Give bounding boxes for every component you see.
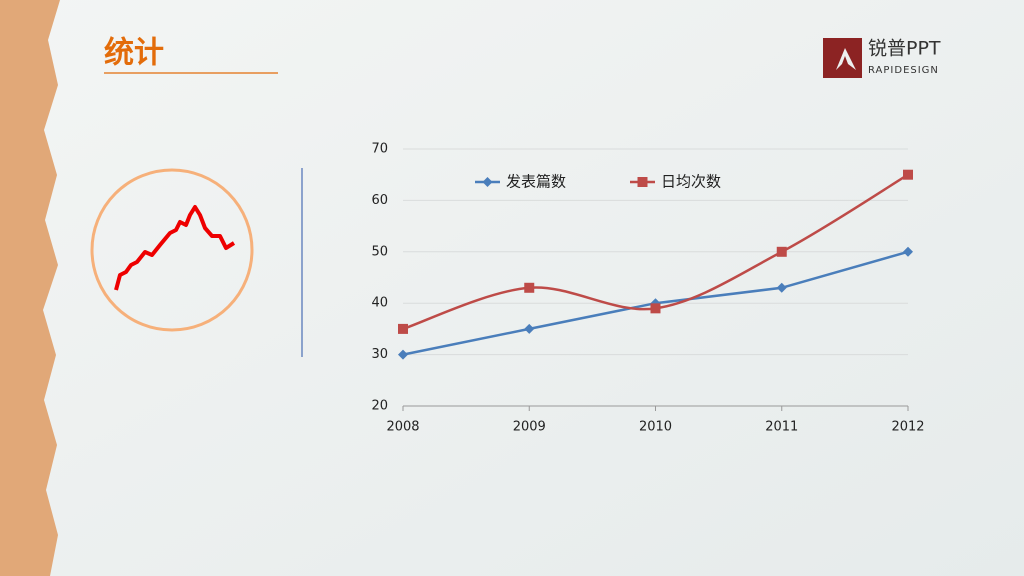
legend-label: 发表篇数 bbox=[506, 173, 566, 191]
y-tick-label: 40 bbox=[371, 296, 388, 311]
slide-title: 统计 bbox=[104, 36, 164, 71]
y-tick-label: 30 bbox=[371, 347, 388, 362]
marker bbox=[776, 246, 787, 257]
chart: 20 30 40 50 60 70 2008 2009 2010 2011 2012 发表篇数 日均次数 bbox=[371, 142, 924, 435]
logo: 锐普PPT RAPIDESIGN bbox=[823, 38, 941, 78]
y-tick-label: 70 bbox=[371, 142, 388, 157]
marker bbox=[650, 303, 661, 314]
marker bbox=[524, 282, 535, 293]
paper-edge bbox=[0, 0, 60, 576]
logo-mark bbox=[823, 38, 862, 78]
x-tick-label: 2012 bbox=[891, 420, 924, 435]
marker bbox=[903, 246, 913, 257]
x-tick-label: 2008 bbox=[386, 420, 419, 435]
x-tick-label: 2009 bbox=[513, 420, 546, 435]
y-tick-label: 50 bbox=[371, 244, 388, 259]
y-tick-label: 20 bbox=[371, 399, 388, 414]
y-tick-label: 60 bbox=[371, 193, 388, 208]
marker bbox=[398, 323, 408, 334]
marker bbox=[903, 169, 913, 180]
marker bbox=[482, 177, 493, 187]
deco-squiggle bbox=[114, 205, 236, 291]
marker bbox=[398, 349, 408, 360]
legend-label: 日均次数 bbox=[661, 173, 721, 191]
logo-name: 锐普PPT bbox=[868, 38, 941, 60]
marker bbox=[637, 177, 648, 187]
x-tick-label: 2011 bbox=[765, 420, 798, 435]
logo-sub: RAPIDESIGN bbox=[868, 65, 939, 76]
x-tick-label: 2010 bbox=[639, 420, 672, 435]
marker bbox=[776, 282, 787, 293]
marker bbox=[524, 323, 535, 334]
deco-circle bbox=[90, 168, 254, 332]
